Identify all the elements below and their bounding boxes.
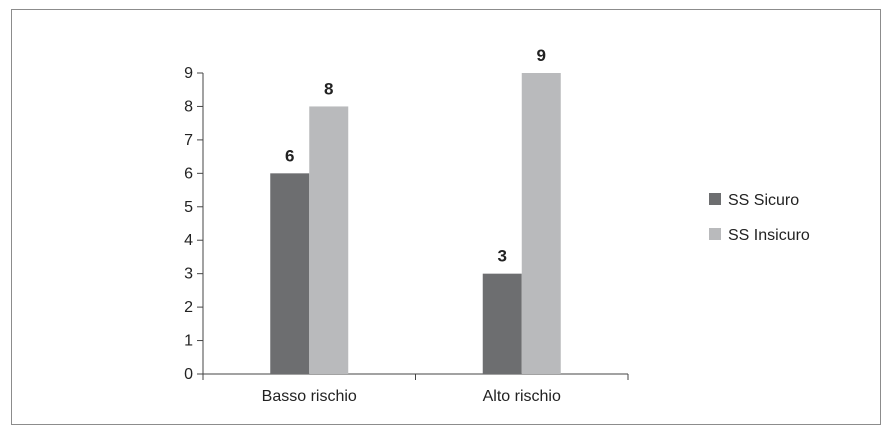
- legend-swatch: [709, 228, 721, 240]
- y-tick-label: 0: [184, 366, 193, 383]
- y-tick-label: 6: [184, 165, 193, 182]
- y-tick-label: 9: [184, 65, 193, 82]
- y-tick-label: 8: [184, 98, 193, 115]
- legend-label: SS Sicuro: [728, 192, 799, 209]
- chart-frame: [11, 9, 881, 425]
- y-tick-label: 2: [184, 299, 193, 316]
- bar: [309, 106, 349, 374]
- y-tick-label: 3: [184, 266, 193, 283]
- data-label: 6: [285, 146, 294, 165]
- y-tick-label: 1: [184, 333, 193, 350]
- legend-label: SS Insicuro: [728, 227, 810, 244]
- x-axis: Basso rischio Alto rischio: [202, 373, 629, 405]
- bar: [270, 173, 310, 374]
- data-label: 3: [498, 247, 507, 266]
- bars: [270, 73, 561, 374]
- legend-swatch: [709, 193, 721, 205]
- y-tick-label: 7: [184, 132, 193, 149]
- x-category-label: Basso rischio: [262, 388, 357, 405]
- x-category-label: Alto rischio: [483, 388, 561, 405]
- data-labels: 6 8 3 9: [285, 46, 546, 266]
- y-tick-label: 4: [184, 232, 193, 249]
- bar: [521, 73, 561, 374]
- data-label: 9: [537, 46, 546, 65]
- data-label: 8: [324, 79, 333, 98]
- y-tick-label: 5: [184, 199, 193, 216]
- legend: SS Sicuro SS Insicuro: [709, 192, 810, 244]
- y-axis: 0 1 2 3 4 5 6 7 8 9: [184, 65, 204, 383]
- bar: [482, 273, 522, 374]
